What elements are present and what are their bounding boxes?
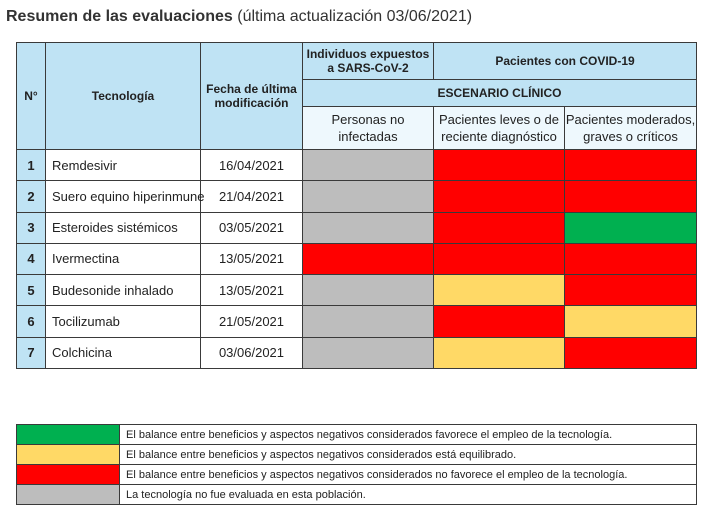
header-clinical-scenario: ESCENARIO CLÍNICO: [301, 79, 698, 107]
legend-table: El balance entre beneficios y aspectos n…: [16, 424, 697, 505]
status-cell: [302, 148, 434, 182]
table-row: 7 Colchicina 03/06/2021: [16, 336, 698, 370]
status-cell: [302, 180, 434, 213]
table-row: 4 Ivermectina 13/05/2021: [16, 242, 698, 276]
status-cell: [433, 148, 565, 182]
status-cell: [302, 274, 434, 307]
status-cell: [433, 180, 565, 213]
header-number: N°: [16, 42, 46, 150]
header-technology: Tecnología: [45, 42, 201, 150]
last-modified-date: 13/05/2021: [200, 242, 303, 276]
title-update-date: (última actualización 03/06/2021): [237, 8, 473, 25]
legend-swatch: [16, 424, 120, 445]
legend-text: El balance entre beneficios y aspectos n…: [119, 424, 697, 445]
status-cell: [302, 211, 434, 244]
title-bold: Resumen de las evaluaciones: [6, 8, 233, 25]
status-cell: [433, 305, 565, 338]
legend-row: El balance entre beneficios y aspectos n…: [16, 464, 697, 485]
table-row: 2 Suero equino hiperinmune 21/04/2021: [16, 180, 698, 213]
status-cell: [302, 305, 434, 338]
legend-swatch: [16, 484, 120, 505]
table-row: 3 Esteroides sistémicos 03/05/2021: [16, 211, 698, 244]
last-modified-date: 16/04/2021: [200, 148, 303, 182]
row-number: 3: [16, 211, 46, 244]
legend-swatch: [16, 464, 120, 485]
technology-name: Ivermectina: [45, 242, 201, 276]
technology-name: Esteroides sistémicos: [45, 211, 201, 244]
table-body: 1 Remdesivir 16/04/2021 2 Suero equino hiper…: [16, 148, 698, 370]
last-modified-date: 21/04/2021: [200, 180, 303, 213]
legend-text: La tecnología no fue evaluada en esta po…: [119, 484, 697, 505]
header-covid-patients: Pacientes con COVID-19: [432, 42, 698, 80]
legend-row: El balance entre beneficios y aspectos n…: [16, 424, 697, 445]
status-cell: [302, 242, 434, 276]
status-cell: [563, 211, 698, 244]
technology-name: Remdesivir: [45, 148, 201, 182]
status-cell: [563, 274, 698, 307]
legend-text: El balance entre beneficios y aspectos n…: [119, 464, 697, 485]
status-cell: [563, 336, 698, 370]
header-mild-patients: Pacientes leves o de reciente diagnóstic…: [433, 106, 565, 150]
last-modified-date: 13/05/2021: [200, 274, 303, 307]
header-exposed-individuals: Individuos expuestos a SARS-CoV-2: [302, 42, 434, 80]
technology-name: Budesonide inhalado: [45, 274, 201, 307]
row-number: 2: [16, 180, 46, 213]
row-number: 4: [16, 242, 46, 276]
technology-name: Colchicina: [45, 336, 201, 370]
technology-name: Tocilizumab: [45, 305, 201, 338]
legend-swatch: [16, 444, 120, 465]
row-number: 7: [16, 336, 46, 370]
header-severe-patients: Pacientes moderados, graves o críticos: [563, 106, 698, 150]
status-cell: [433, 211, 565, 244]
table-row: 5 Budesonide inhalado 13/05/2021: [16, 274, 698, 307]
status-cell: [563, 148, 698, 182]
status-cell: [563, 180, 698, 213]
page-title: Resumen de las evaluaciones (última actu…: [6, 8, 472, 26]
technology-name: Suero equino hiperinmune: [45, 180, 205, 213]
legend-text: El balance entre beneficios y aspectos n…: [119, 444, 697, 465]
header-uninfected: Personas no infectadas: [302, 106, 434, 150]
status-cell: [302, 336, 434, 370]
header-last-modified: Fecha de última modificación: [200, 42, 303, 150]
legend-row: El balance entre beneficios y aspectos n…: [16, 444, 697, 465]
status-cell: [563, 305, 698, 338]
row-number: 6: [16, 305, 46, 338]
status-cell: [433, 336, 565, 370]
last-modified-date: 03/05/2021: [200, 211, 303, 244]
legend-row: La tecnología no fue evaluada en esta po…: [16, 484, 697, 505]
status-cell: [433, 242, 565, 276]
status-cell: [433, 274, 565, 307]
last-modified-date: 21/05/2021: [200, 305, 303, 338]
last-modified-date: 03/06/2021: [200, 336, 303, 370]
row-number: 1: [16, 148, 46, 182]
table-row: 1 Remdesivir 16/04/2021: [16, 148, 698, 182]
status-cell: [563, 242, 698, 276]
row-number: 5: [16, 274, 46, 307]
table-row: 6 Tocilizumab 21/05/2021: [16, 305, 698, 338]
evaluations-table: N° Tecnología Fecha de última modificaci…: [16, 42, 698, 370]
